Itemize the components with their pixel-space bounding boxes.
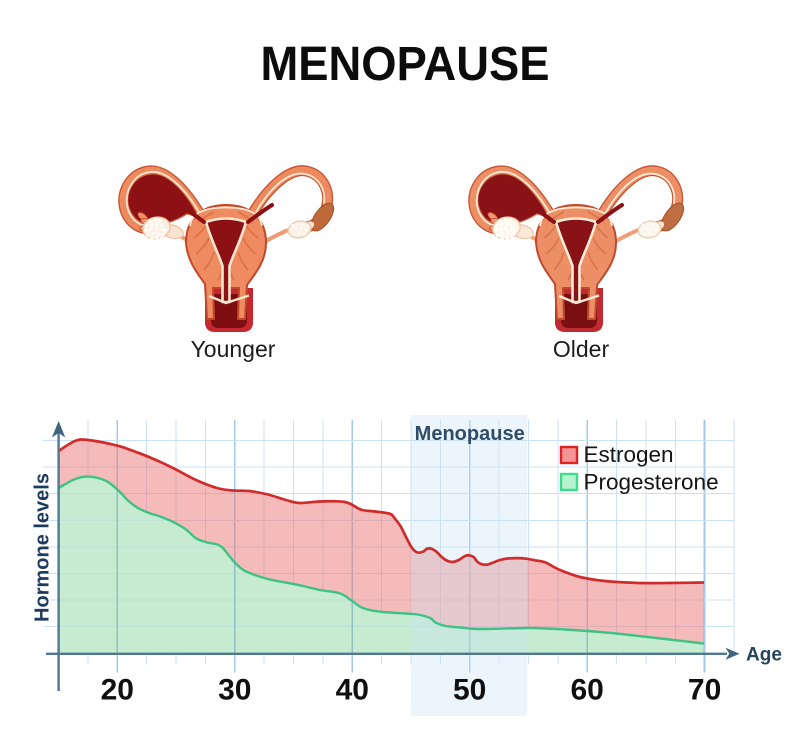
svg-text:60: 60: [571, 674, 604, 707]
svg-text:Age: Age: [746, 645, 782, 666]
svg-text:Progesterone: Progesterone: [584, 470, 719, 495]
svg-text:Menopause: Menopause: [415, 423, 525, 445]
svg-text:Estrogen: Estrogen: [584, 442, 674, 467]
svg-text:50: 50: [453, 674, 486, 707]
svg-text:40: 40: [336, 674, 369, 707]
svg-text:20: 20: [101, 674, 134, 707]
svg-text:30: 30: [218, 674, 251, 707]
svg-text:Hormone levels: Hormone levels: [32, 473, 54, 622]
svg-text:70: 70: [688, 674, 721, 707]
